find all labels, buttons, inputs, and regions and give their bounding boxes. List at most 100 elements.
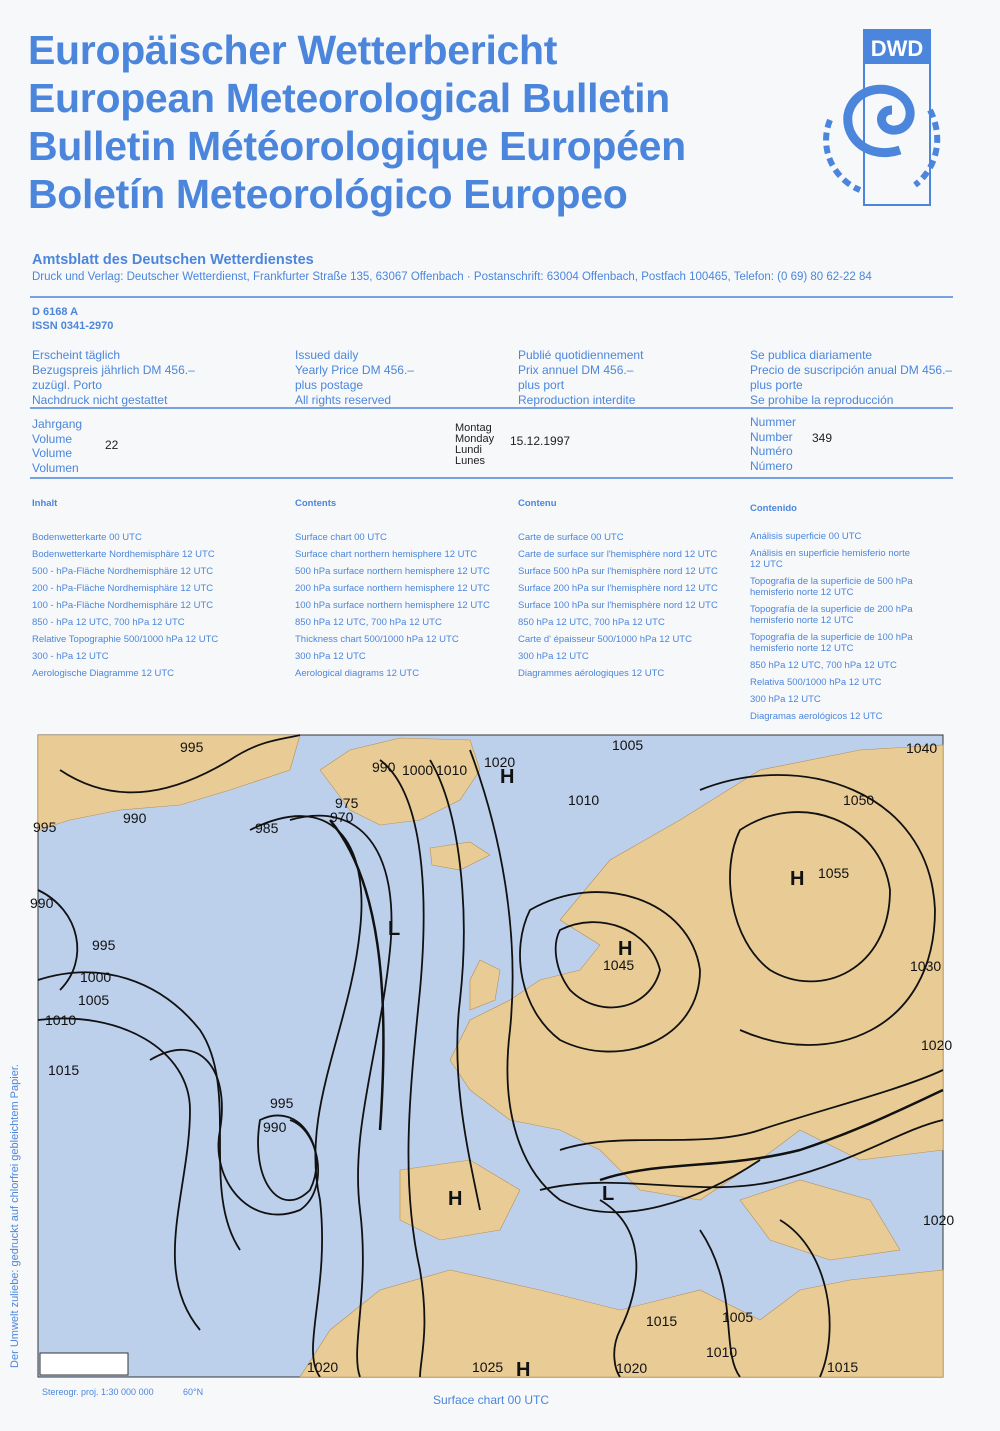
contents-item: 850 hPa 12 UTC, 700 hPa 12 UTC [518, 617, 665, 628]
isobar-label: 1050 [843, 792, 874, 808]
isobar [37, 971, 241, 1251]
terms-line: plus port [518, 378, 565, 392]
isobar-label: 1045 [603, 957, 634, 973]
contents-heading: Contents [295, 498, 337, 509]
title-line: Bulletin Météorologique Européen [28, 123, 686, 169]
isobar-label: 1020 [484, 754, 515, 770]
contents-list: Bodenwetterkarte 00 UTC Bodenwetterkarte … [32, 529, 242, 682]
terms-line: Se prohibe la reproducción [750, 393, 894, 407]
contents-item: Carte d' épaisseur 500/1000 hPa 12 UTC [518, 634, 692, 645]
pressure-center: H [790, 868, 804, 890]
title-line: European Meteorological Bulletin [28, 75, 670, 121]
land [429, 841, 491, 871]
terms-line: Nachdruck nicht gestattet [32, 393, 168, 407]
latitude: 60°N [183, 1387, 203, 1397]
contents-item: 200 hPa surface northern hemisphere 12 U… [295, 583, 490, 594]
isobar-label: 995 [180, 739, 204, 755]
contents-item: 100 hPa surface northern hemisphere 12 U… [295, 600, 490, 611]
terms-line: All rights reserved [295, 393, 392, 407]
contents-item: 300 hPa 12 UTC [518, 651, 589, 662]
day-label: Monday [455, 433, 495, 445]
isobar [429, 759, 481, 1211]
isobar [559, 1069, 944, 1151]
contents-list: Análisis superficie 00 UTC Análisis en su… [750, 531, 920, 728]
isobar [699, 774, 936, 1046]
isobar [289, 814, 393, 1378]
isobar [37, 1017, 201, 1331]
contents-item: Aerologische Diagramme 12 UTC [32, 668, 175, 679]
contents-heading: Contenido [750, 503, 797, 514]
contents-item: Topografía de la superficie de 500 hPa h… [750, 576, 913, 598]
contents-item: 850 hPa 12 UTC, 700 hPa 12 UTC [295, 617, 442, 628]
contents-item: Carte de surface sur l'hemisphère nord 1… [518, 549, 718, 560]
stamp-box [39, 1352, 129, 1376]
pressure-center: H [500, 766, 514, 788]
date: 15.12.1997 [510, 434, 571, 448]
pressure-center: L [388, 918, 400, 940]
logo-swirl [823, 118, 862, 193]
volume-value: 22 [105, 438, 119, 452]
identifier: ISSN 0341-2970 [32, 320, 114, 332]
isobar [257, 1114, 318, 1202]
contents-item: 850 - hPa 12 UTC, 700 hPa 12 UTC [32, 617, 185, 628]
terms-line: Issued daily [295, 348, 359, 362]
pressure-center: L [602, 1183, 614, 1205]
isobar [779, 1219, 831, 1378]
isobar [519, 891, 701, 1053]
isobar-label: 990 [123, 810, 147, 826]
contents-heading: Contenu [518, 498, 557, 509]
terms-line: Prix annuel DM 456.– [518, 363, 634, 377]
day-label: Lundi [455, 444, 482, 456]
pressure-center: H [448, 1188, 462, 1210]
isobar-label: 1005 [722, 1309, 753, 1325]
page-decoration: DWD [30, 29, 953, 479]
land [469, 959, 501, 1011]
isobar-label: 990 [372, 759, 396, 775]
contents-item: 500 - hPa-Fläche Nordhemisphäre 12 UTC [32, 566, 214, 577]
contents-list: Surface chart 00 UTC Surface chart northe… [295, 529, 505, 682]
isobar-label: 1020 [307, 1359, 338, 1375]
isobar [37, 889, 79, 991]
isobar [729, 811, 891, 983]
volume-label: Volume [32, 446, 73, 460]
terms-line: Erscheint täglich [32, 348, 121, 362]
pressure-center: H [618, 938, 632, 960]
isobar [59, 734, 301, 794]
terms-line: Publié quotidiennement [518, 348, 644, 362]
contents-item: Surface chart 00 UTC [295, 532, 387, 543]
contents-item: 100 - hPa-Fläche Nordhemisphäre 12 UTC [32, 600, 214, 611]
map-caption: Surface chart 00 UTC [433, 1393, 549, 1407]
contents-item: Surface chart northern hemisphere 12 UTC [295, 549, 478, 560]
contents-item: Surface 500 hPa sur l'hemisphère nord 12… [518, 566, 718, 577]
isobar-label: 995 [33, 819, 57, 835]
contents-item: 850 hPa 12 UTC, 700 hPa 12 UTC [750, 660, 897, 671]
contents-item: 300 hPa 12 UTC [295, 651, 366, 662]
logo-box [864, 30, 930, 64]
land [37, 734, 301, 831]
contents-item: 200 - hPa-Fläche Nordhemisphäre 12 UTC [32, 583, 214, 594]
front-line [329, 819, 385, 1131]
isobar-label: 1010 [706, 1344, 737, 1360]
terms-line: Reproduction interdite [518, 393, 636, 407]
terms-line: Se publica diariamente [750, 348, 873, 362]
number-label: Número [750, 458, 793, 473]
projection: Stereogr. proj. 1:30 000 000 [42, 1387, 154, 1397]
isobar-label: 1055 [818, 865, 849, 881]
isobar [149, 1048, 320, 1216]
publisher-address: Druck und Verlag: Deutscher Wetterdienst… [32, 271, 872, 283]
isobar-label: 1015 [48, 1062, 79, 1078]
terms-line: zuzügl. Porto [32, 378, 103, 392]
terms-line: Yearly Price DM 456.– [295, 363, 414, 377]
pressure-center: H [516, 1359, 530, 1381]
isobar [599, 1199, 638, 1378]
land [739, 1179, 901, 1261]
isobar-label: 975 [335, 795, 359, 811]
isobar-label: 1020 [923, 1212, 954, 1228]
isobar-label: 990 [263, 1119, 287, 1135]
contents-item: 300 hPa 12 UTC [750, 694, 821, 705]
isobar-label: 1005 [612, 737, 643, 753]
isobar-label: 970 [330, 809, 354, 825]
number-value: 349 [812, 431, 833, 445]
isobar [699, 1229, 741, 1378]
